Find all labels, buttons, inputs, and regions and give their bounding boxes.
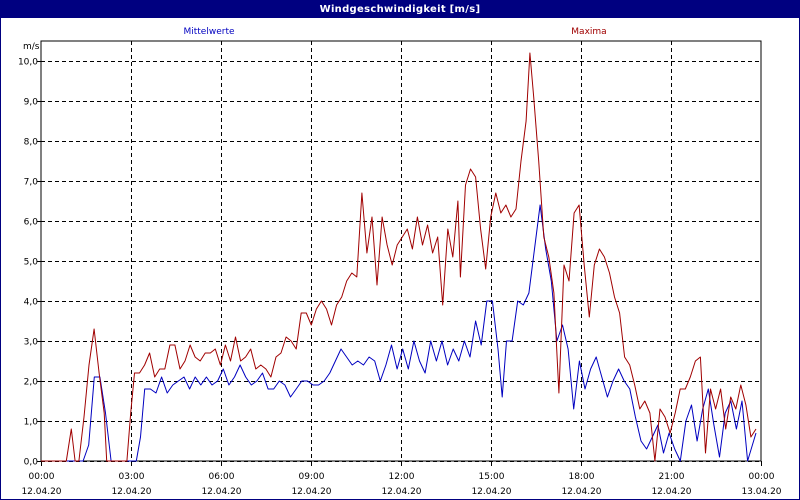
x-tick-date: 12.04.20 (381, 487, 421, 497)
y-tick-label: 8,0 (24, 138, 39, 148)
window-title: Windgeschwindigkeit [m/s] (1, 1, 799, 18)
x-tick-time: 00:00 (749, 472, 775, 482)
x-tick-time: 12:00 (389, 472, 415, 482)
y-tick-label: 10,0 (18, 58, 38, 68)
x-tick-date: 12.04.20 (291, 487, 331, 497)
y-tick-label: 5,0 (24, 258, 39, 268)
y-axis-label: m/s (23, 42, 40, 52)
x-tick-date: 12.04.20 (651, 487, 691, 497)
x-tick-time: 06:00 (209, 472, 235, 482)
x-tick-date: 12.04.20 (471, 487, 511, 497)
y-tick-label: 2,0 (24, 378, 39, 388)
x-tick-time: 09:00 (299, 472, 325, 482)
legend-mittelwerte: Mittelwerte (183, 27, 234, 37)
x-tick-date: 13.04.20 (741, 487, 781, 497)
series-line-maxima (41, 52, 757, 462)
x-tick-time: 00:00 (29, 472, 55, 482)
x-tick-date: 12.04.20 (201, 487, 241, 497)
y-tick-label: 7,0 (24, 178, 39, 188)
y-tick-label: 1,0 (24, 418, 39, 428)
x-tick-time: 18:00 (569, 472, 595, 482)
x-tick-time: 15:00 (479, 472, 505, 482)
y-tick-label: 4,0 (24, 298, 39, 308)
y-tick-label: 0,0 (24, 458, 39, 468)
x-tick-time: 03:00 (119, 472, 145, 482)
y-tick-label: 9,0 (24, 98, 39, 108)
x-tick-date: 12.04.20 (21, 487, 61, 497)
y-tick-label: 6,0 (24, 218, 39, 228)
series-line-mittelwerte (41, 204, 757, 462)
x-tick-date: 12.04.20 (561, 487, 601, 497)
y-tick-label: 3,0 (24, 338, 39, 348)
legend-maxima: Maxima (571, 27, 606, 37)
x-tick-date: 12.04.20 (111, 487, 151, 497)
x-tick-time: 21:00 (659, 472, 685, 482)
